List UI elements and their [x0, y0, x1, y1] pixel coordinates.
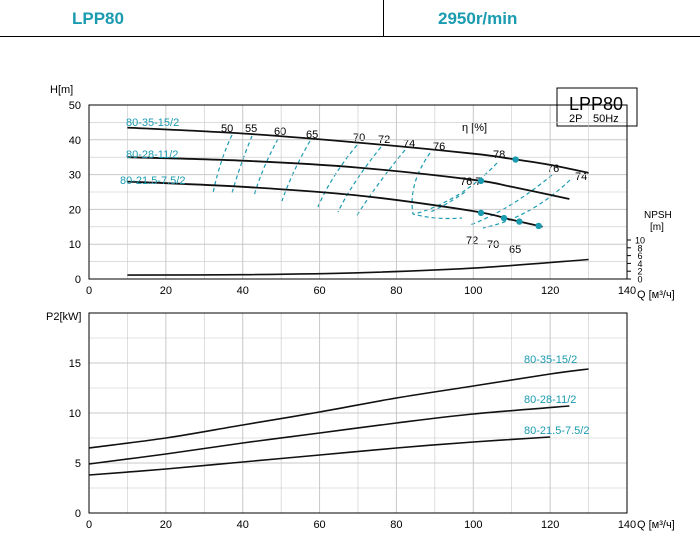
npsh-tick-label: 8: [637, 243, 642, 253]
efficiency-dot: [516, 218, 523, 225]
top-x-tick: 100: [464, 285, 482, 297]
legend-box: [556, 87, 638, 127]
npsh-tick-label: 4: [637, 259, 642, 269]
npsh-curve: [127, 258, 589, 276]
head-axis-label: H[m]: [50, 84, 73, 96]
power-curves: 80-35-15/2 80-28-11/2 80-21.5-7.5/2: [88, 354, 589, 476]
bottom-plot-frame: [88, 312, 628, 514]
eta-contour-70: [317, 144, 358, 208]
efficiency-dot: [535, 222, 542, 230]
bottom-x-tick: 60: [313, 519, 325, 531]
model-title: LPP80: [72, 9, 124, 28]
power-curve-label: 80-35-15/2: [524, 354, 577, 366]
legend-poles: 2P: [569, 113, 582, 125]
eta-label-60: 60: [274, 126, 286, 138]
eta-label-78: 78: [493, 149, 505, 161]
bottom-x-tick: 120: [541, 519, 559, 531]
power-y-tick: 10: [69, 408, 81, 420]
head-curve: [127, 156, 570, 200]
bottom-x-tick: 140: [618, 519, 636, 531]
efficiency-dot: [477, 177, 485, 185]
bottom-x-tick: 40: [237, 519, 249, 531]
head-y-tick: 50: [69, 100, 81, 112]
head-curve: [127, 126, 589, 174]
eta-label-74-right: 74: [575, 171, 587, 183]
bottom-grid: [88, 312, 628, 514]
power-curve: [88, 368, 589, 449]
power-curve: [88, 405, 570, 465]
efficiency-contours: [212, 134, 571, 229]
head-y-tick: 0: [75, 274, 81, 286]
eta-label-55: 55: [245, 123, 257, 135]
top-x-tick: 40: [237, 285, 249, 297]
eta-label: η [%]: [462, 122, 487, 134]
head-y-tick: 30: [69, 170, 81, 182]
efficiency-dot: [512, 156, 519, 163]
power-curve-label: 80-21.5-7.5/2: [524, 425, 589, 437]
head-curve-label: 80-28-11/2: [126, 149, 178, 161]
eta-contour-55: [231, 135, 253, 194]
legend-model: LPP80: [569, 94, 623, 114]
head-curve: [127, 180, 543, 228]
efficiency-markers: [477, 156, 542, 230]
flow-axis-label-top: Q [м³/ч]: [637, 289, 675, 301]
flow-axis-label-bottom: Q [м³/ч]: [637, 519, 675, 531]
eta-contour-76: [411, 152, 463, 220]
eta-label-70: 70: [353, 132, 365, 144]
top-x-tick: 0: [86, 285, 92, 297]
bottom-x-tick: 0: [86, 519, 92, 531]
eta-contour-50: [212, 134, 233, 194]
header-bar: LPP80 2950r/min: [0, 0, 700, 38]
speed-title: 2950r/min: [438, 9, 518, 28]
top-x-tick: 20: [160, 285, 172, 297]
bottom-x-tick: 20: [160, 519, 172, 531]
top-x-tick: 60: [313, 285, 325, 297]
eta-label-65-low: 65: [509, 244, 521, 256]
head-y-tick: 20: [69, 204, 81, 216]
power-curve: [88, 436, 551, 476]
npsh-tick-label: 6: [637, 251, 642, 261]
head-curves: 80-35-15/2 80-28-11/2 80-21.5-7.5/2: [120, 117, 589, 276]
header-rule: [0, 36, 700, 37]
top-x-tick: 120: [541, 285, 559, 297]
top-plot-frame: [88, 104, 628, 280]
npsh-tick-label: 10: [635, 236, 645, 246]
head-curve-label: 80-21.5-7.5/2: [120, 175, 185, 187]
eta-contour-72: [337, 146, 382, 213]
legend-frequency: 50Hz: [593, 113, 619, 125]
npsh-axis-label: NPSH: [644, 210, 672, 221]
power-curve-label: 80-28-11/2: [524, 394, 576, 406]
eta-contour-74: [355, 149, 406, 218]
top-x-tick: 140: [618, 285, 636, 297]
top-x-tick: 80: [390, 285, 402, 297]
efficiency-dot: [477, 209, 485, 217]
npsh-tick-label: 2: [637, 267, 642, 277]
power-y-tick: 0: [75, 508, 81, 520]
top-grid: [88, 104, 628, 280]
eta-contour-76-right: [469, 174, 553, 226]
head-y-tick: 10: [69, 239, 81, 251]
eta-contour-60: [253, 138, 279, 197]
efficiency-dot: [500, 214, 508, 222]
eta-contour-78: [414, 162, 498, 215]
bottom-x-tick: 80: [390, 519, 402, 531]
power-y-tick: 15: [69, 358, 81, 370]
eta-label-70-low: 70: [487, 239, 499, 251]
head-curve-label: 80-35-15/2: [126, 117, 179, 129]
eta-contour-76-7: [429, 191, 466, 213]
head-y-tick: 40: [69, 135, 81, 147]
eta-contour-74-right: [482, 179, 571, 229]
power-axis-label: P2[kW]: [46, 311, 81, 323]
header-divider: [383, 0, 384, 37]
power-y-tick: 5: [75, 458, 81, 470]
eta-label-72-low: 72: [466, 235, 478, 247]
bottom-x-tick: 100: [464, 519, 482, 531]
npsh-tick-label: 0: [637, 275, 642, 285]
npsh-axis-unit: [m]: [650, 222, 664, 233]
